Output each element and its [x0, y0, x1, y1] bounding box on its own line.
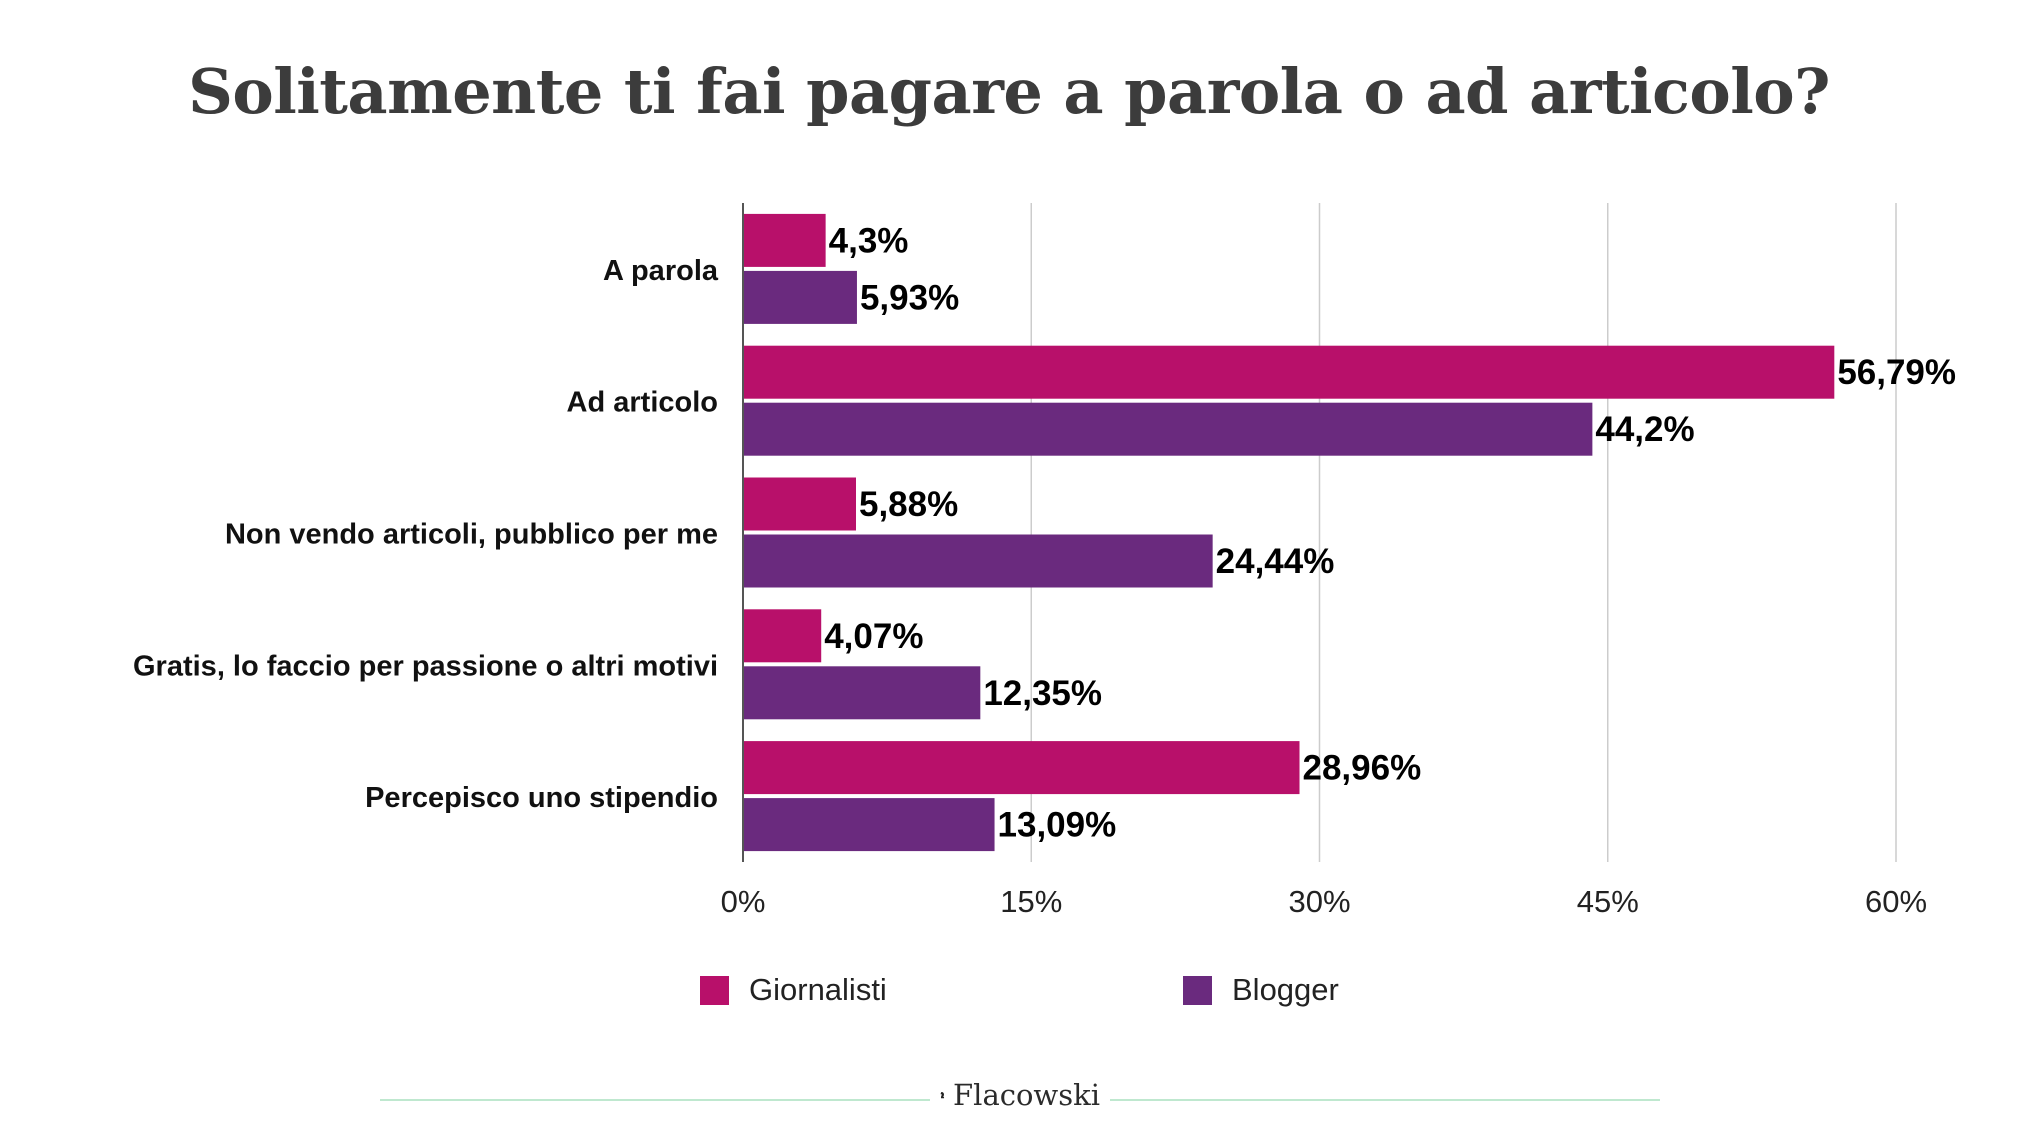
bar-blogger	[743, 270, 857, 324]
category-label: Percepisco uno stipendio	[365, 782, 718, 814]
x-tick-label: 60%	[1865, 884, 1927, 919]
data-label: 5,88%	[859, 485, 958, 524]
legend-swatch-blogger	[1183, 975, 1212, 1005]
data-label: 4,3%	[829, 221, 909, 260]
data-label: 56,79%	[1837, 353, 1956, 392]
category-label: Gratis, lo faccio per passione o altri m…	[133, 650, 718, 682]
legend-label-giornalisti: Giornalisti	[749, 972, 887, 1007]
legend-item-giornalisti: Giornalisti	[700, 972, 887, 1008]
bar-giornalisti	[743, 477, 856, 531]
data-label: 5,93%	[860, 278, 959, 317]
footer-divider-right	[1110, 1099, 1660, 1101]
x-tick-label: 30%	[1288, 884, 1350, 919]
bar-blogger	[743, 534, 1213, 588]
bar-blogger	[743, 402, 1593, 456]
chart-title: Solitamente ti fai pagare a parola o ad …	[188, 55, 1830, 128]
bar-giornalisti	[743, 213, 826, 267]
bar-giornalisti	[743, 609, 822, 663]
category-label: A parola	[603, 255, 719, 287]
data-label: 12,35%	[983, 674, 1102, 713]
legend-item-blogger: Blogger	[1183, 972, 1339, 1008]
x-tick-label: 0%	[721, 884, 766, 919]
category-label: Non vendo articoli, pubblico per me	[225, 519, 718, 551]
legend: Giornalisti Blogger	[0, 972, 2018, 1012]
bar-giornalisti	[743, 345, 1835, 399]
data-label: 4,07%	[824, 617, 923, 656]
legend-swatch-giornalisti	[700, 975, 729, 1005]
data-label: 28,96%	[1303, 749, 1422, 788]
bar-giornalisti	[743, 741, 1300, 795]
brand-name: Flacowski	[953, 1078, 1100, 1112]
legend-label-blogger: Blogger	[1232, 972, 1339, 1007]
bar-blogger	[743, 666, 981, 720]
bar-chart: 0% 15% 30% 45% 60% A parola 4,3% 5,93% Ad artico…	[133, 203, 1956, 919]
chess-knight-icon	[940, 1092, 945, 1099]
footer-divider-left	[380, 1099, 930, 1101]
category-label: Ad articolo	[567, 387, 718, 419]
data-label: 13,09%	[998, 806, 1117, 845]
bar-blogger	[743, 798, 995, 852]
x-tick-label: 15%	[1000, 884, 1062, 919]
data-label: 24,44%	[1216, 542, 1335, 581]
brand-logo: Flacowski	[940, 1078, 1100, 1112]
data-label: 44,2%	[1595, 410, 1694, 449]
x-tick-label: 45%	[1577, 884, 1639, 919]
